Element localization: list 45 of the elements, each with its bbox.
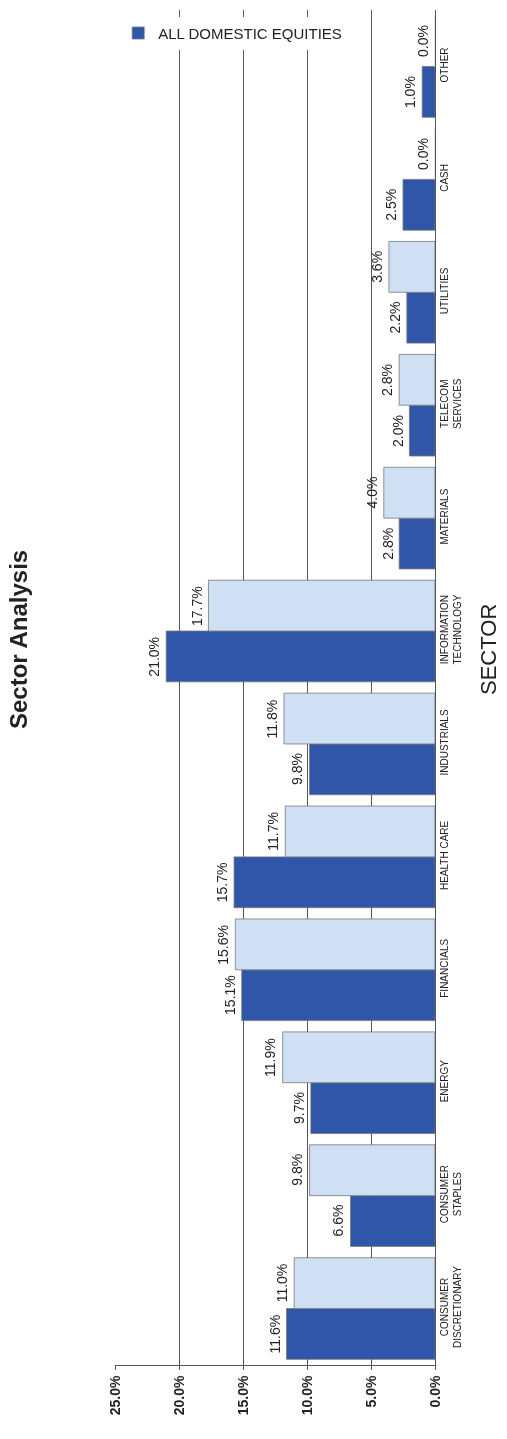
data-label: 2.0% <box>389 415 406 448</box>
data-label: 15.1% <box>221 975 238 1015</box>
y-axis-title: SECTOR <box>476 603 501 695</box>
x-tick-label: 20.0% <box>170 1375 187 1416</box>
y-tick-label: UTILITIES <box>439 267 450 315</box>
data-label: 9.7% <box>290 1092 307 1124</box>
x-tick-label: 5.0% <box>362 1375 379 1408</box>
x-tick-label: 10.0% <box>298 1375 315 1416</box>
y-tick-label: FINANCIALS <box>439 938 450 998</box>
data-label: 15.6% <box>214 925 231 965</box>
legend-label: ALL DOMESTIC EQUITIES <box>158 24 342 42</box>
x-tick-label: 15.0% <box>234 1375 251 1416</box>
data-label: 0.0% <box>415 138 432 170</box>
data-label: 11.8% <box>264 699 281 739</box>
text: Sector Analysis <box>5 549 32 729</box>
y-tick-label: INDUSTRIALS <box>439 709 450 776</box>
y-tick-label: TELECOM SERVICES <box>439 378 463 429</box>
data-label: 11.6% <box>266 1314 283 1354</box>
data-label: 2.2% <box>387 301 404 334</box>
y-tick-label: INFORMATION TECHNOLOGY <box>439 594 463 665</box>
data-label: 11.7% <box>264 812 281 851</box>
x-tick-label: 25.0% <box>106 1375 123 1416</box>
y-tick-label: MATERIALS <box>439 488 450 545</box>
data-label: 1.0% <box>402 76 419 109</box>
y-tick-label: CONSUMER STAPLES <box>439 1164 463 1224</box>
data-label: 4.0% <box>364 476 381 509</box>
y-tick-label: HEALTH CARE <box>439 820 450 891</box>
y-tick-label: CASH <box>439 163 450 192</box>
data-label: 15.7% <box>213 862 230 903</box>
data-label: 2.5% <box>383 188 400 221</box>
data-label: 3.6% <box>369 250 386 283</box>
data-label: 9.8% <box>289 1153 306 1186</box>
data-label: 11.9% <box>262 1038 279 1077</box>
data-label: 21.0% <box>145 636 162 677</box>
data-label: 17.7% <box>188 586 205 627</box>
data-label: 9.8% <box>289 753 306 785</box>
data-label: 11.0% <box>274 1263 291 1303</box>
data-label: 0.0% <box>414 25 431 58</box>
data-label: 2.8% <box>379 527 396 560</box>
y-tick-label: CONSUMER DISCRETIONARY <box>439 1265 463 1349</box>
y-tick-label: OTHER <box>439 47 450 83</box>
data-label: 2.8% <box>379 364 396 396</box>
data-label: 6.6% <box>330 1204 347 1237</box>
y-tick-label: ENERGY <box>439 1059 450 1103</box>
x-tick-label: 0.0% <box>426 1375 443 1408</box>
